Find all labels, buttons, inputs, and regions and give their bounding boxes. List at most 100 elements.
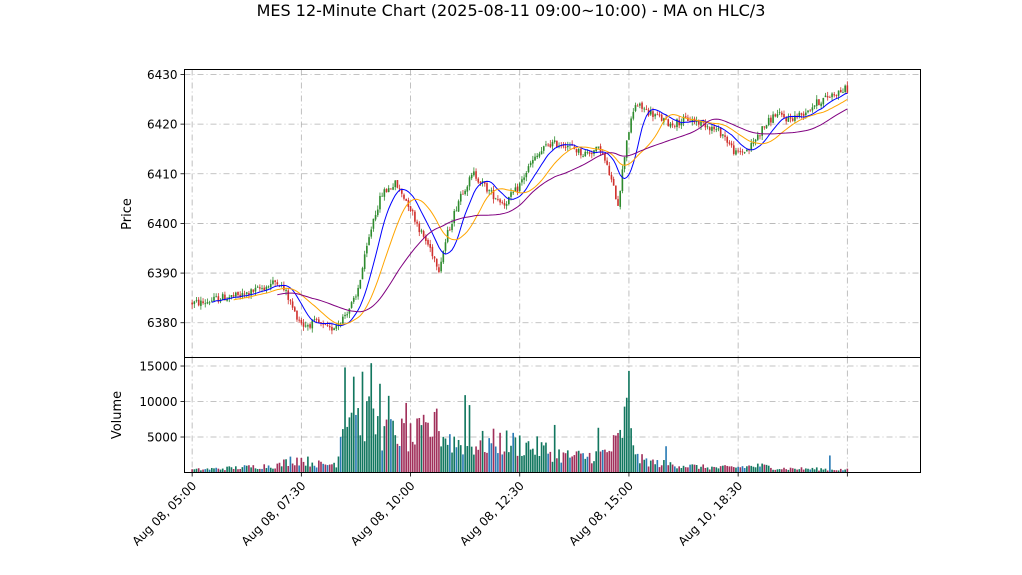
candle-body bbox=[470, 174, 473, 179]
candle-body bbox=[608, 165, 611, 176]
volume-bar bbox=[538, 456, 541, 473]
volume-bar bbox=[765, 464, 768, 473]
candle-body bbox=[289, 300, 292, 302]
volume-bar bbox=[355, 414, 357, 473]
volume-bar bbox=[499, 432, 501, 473]
volume-bar bbox=[215, 467, 217, 473]
candle-body bbox=[193, 301, 196, 305]
candle-body bbox=[695, 120, 698, 123]
candle-body bbox=[291, 301, 294, 308]
volume-bar bbox=[724, 465, 726, 473]
candle-body bbox=[317, 319, 320, 323]
candle-body bbox=[302, 323, 305, 327]
volume-bar bbox=[811, 467, 814, 473]
candle-body bbox=[831, 93, 833, 98]
candle-body bbox=[625, 140, 628, 158]
volume-bar bbox=[278, 462, 281, 473]
price-tick-label: 6390 bbox=[147, 267, 178, 281]
volume-bar bbox=[569, 457, 571, 473]
candle-body bbox=[551, 142, 554, 147]
candle-body bbox=[215, 296, 217, 298]
volume-bar bbox=[224, 470, 226, 473]
candle-body bbox=[737, 150, 739, 152]
candle-body bbox=[612, 178, 615, 186]
candle-body bbox=[584, 151, 587, 157]
volume-bar bbox=[280, 466, 283, 473]
candle-body bbox=[739, 151, 742, 153]
volume-bars bbox=[191, 363, 849, 473]
volume-bar bbox=[232, 468, 235, 473]
candle-body bbox=[726, 136, 729, 143]
candle-body bbox=[342, 316, 344, 324]
candle-body bbox=[224, 294, 226, 301]
volume-bar bbox=[590, 463, 593, 473]
candle-body bbox=[191, 302, 193, 305]
candle-body bbox=[376, 209, 379, 216]
candle-body bbox=[350, 302, 353, 308]
price-panel-frame bbox=[184, 69, 921, 358]
candle-body bbox=[601, 153, 604, 154]
volume-y-ticks: 5000 10000 15000 bbox=[139, 360, 185, 445]
volume-bar bbox=[713, 466, 715, 473]
volume-bar bbox=[684, 467, 687, 473]
volume-bar bbox=[459, 445, 462, 473]
volume-bar bbox=[425, 422, 427, 473]
candle-body bbox=[553, 140, 556, 142]
candle-body bbox=[457, 201, 460, 212]
candle-body bbox=[250, 289, 252, 296]
volume-bar bbox=[400, 418, 403, 473]
volume-bar bbox=[457, 439, 460, 473]
volume-bar bbox=[470, 446, 473, 473]
candle-body bbox=[628, 132, 630, 140]
volume-bar bbox=[750, 465, 753, 473]
candle-body bbox=[440, 261, 442, 272]
candle-body bbox=[708, 127, 711, 131]
volume-bar bbox=[704, 467, 707, 473]
volume-bar bbox=[761, 463, 763, 473]
volume-bar bbox=[717, 468, 720, 473]
volume-bar bbox=[479, 440, 482, 473]
candle-body bbox=[822, 97, 825, 105]
candle-body bbox=[398, 188, 401, 190]
volume-bar bbox=[243, 465, 246, 473]
candle-body bbox=[540, 151, 543, 155]
candle-body bbox=[333, 328, 335, 330]
volume-bar bbox=[427, 422, 429, 473]
volume-bar bbox=[807, 468, 809, 473]
volume-bar bbox=[615, 435, 617, 473]
volume-panel-frame bbox=[184, 357, 921, 473]
candle-body bbox=[824, 95, 827, 98]
candle-body bbox=[772, 114, 774, 123]
candle-body bbox=[807, 110, 809, 113]
candle-body bbox=[276, 282, 279, 285]
volume-bar bbox=[547, 453, 549, 473]
candle-body bbox=[649, 110, 652, 115]
candle-body bbox=[728, 142, 731, 144]
candle-body bbox=[606, 160, 608, 165]
candle-body bbox=[381, 195, 383, 197]
volume-bar bbox=[317, 460, 320, 473]
candle-body bbox=[761, 126, 763, 136]
candle-body bbox=[844, 85, 846, 93]
volume-bar bbox=[363, 441, 366, 473]
volume-bar bbox=[833, 470, 836, 473]
volume-bar bbox=[658, 467, 661, 473]
candle-body bbox=[400, 189, 403, 194]
volume-bar bbox=[678, 466, 680, 473]
volume-bar bbox=[200, 470, 202, 473]
volume-bar bbox=[429, 436, 432, 473]
volume-bar bbox=[842, 470, 844, 473]
price-tick-label: 6410 bbox=[147, 167, 178, 181]
candle-body bbox=[698, 121, 700, 125]
volume-bar bbox=[527, 441, 530, 473]
candle-body bbox=[492, 189, 495, 200]
volume-bar bbox=[540, 442, 543, 473]
volume-bar bbox=[468, 405, 471, 473]
volume-bar bbox=[597, 427, 600, 473]
volume-bar bbox=[726, 465, 729, 473]
candle-body bbox=[521, 179, 523, 183]
chart-title: MES 12-Minute Chart (2025-08-11 09:00~10… bbox=[256, 1, 766, 20]
candle-body bbox=[503, 203, 506, 206]
candle-body bbox=[322, 323, 325, 325]
volume-bar bbox=[844, 469, 846, 473]
